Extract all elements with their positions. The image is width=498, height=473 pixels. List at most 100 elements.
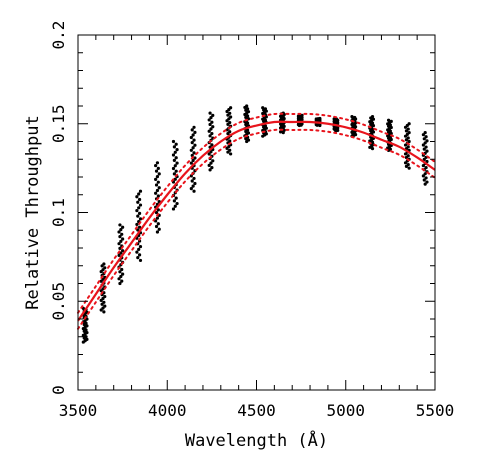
data-point (155, 161, 160, 165)
data-point (209, 127, 213, 131)
data-point (120, 279, 124, 283)
data-point (386, 118, 391, 122)
data-point (103, 304, 107, 308)
data-point (120, 232, 124, 236)
data-point (155, 175, 160, 179)
data-point (389, 119, 393, 124)
data-point (208, 134, 212, 138)
data-point (117, 253, 121, 257)
point-column-3840 (135, 189, 143, 263)
data-point (189, 135, 193, 140)
data-point (103, 294, 107, 299)
scatter-points (81, 104, 429, 344)
x-tick-labels: 3500 4000 4500 5000 5500 (59, 401, 455, 420)
point-column-3640 (99, 262, 107, 314)
data-point (425, 149, 429, 153)
data-point (370, 127, 375, 132)
y-tick-labels: 0 0.05 0.1 0.15 0.2 (49, 21, 68, 395)
point-column-4345 (225, 106, 233, 156)
data-point (138, 203, 143, 207)
data-point (424, 145, 428, 149)
data-point (174, 142, 178, 146)
data-point (388, 129, 392, 133)
data-point (118, 270, 122, 274)
data-point (84, 328, 88, 332)
data-point (353, 115, 357, 120)
point-column-5245 (386, 118, 393, 152)
data-point (103, 266, 107, 270)
data-point (210, 166, 214, 170)
data-point (154, 177, 158, 182)
data-point (389, 125, 393, 130)
data-point (191, 184, 195, 188)
data-point (135, 250, 139, 254)
data-point (388, 147, 392, 151)
data-point (211, 113, 215, 117)
x-axis-label: Wavelength (Å) (185, 429, 328, 451)
data-point (190, 179, 194, 183)
data-point (209, 116, 213, 120)
x-tick-label: 5500 (416, 401, 455, 420)
data-point (119, 239, 123, 243)
data-point (121, 249, 125, 253)
data-point (121, 272, 125, 276)
upper-band-line (77, 112, 436, 314)
data-point (174, 156, 178, 160)
data-point (175, 201, 179, 206)
y-tick-label: 0.1 (49, 198, 68, 227)
point-column-5345 (403, 122, 411, 170)
point-column-4545 (261, 106, 268, 138)
data-point (228, 139, 232, 143)
data-point (389, 137, 393, 142)
fit-curve (77, 120, 436, 322)
data-point (135, 195, 139, 199)
data-point (209, 161, 213, 165)
data-point (118, 235, 122, 239)
data-point (102, 300, 106, 304)
data-point (422, 147, 426, 151)
data-point (318, 116, 322, 121)
data-point (407, 166, 411, 170)
data-point (156, 208, 160, 212)
data-point (190, 141, 194, 145)
data-point (192, 125, 196, 129)
data-point (210, 143, 214, 147)
data-point (190, 128, 194, 132)
data-point (138, 258, 143, 263)
data-point (371, 130, 376, 134)
data-point (245, 107, 250, 111)
data-point (245, 104, 249, 108)
lower-band-line (77, 128, 436, 330)
data-point (154, 169, 159, 173)
data-point (171, 166, 176, 171)
data-point (371, 117, 376, 121)
data-point (191, 146, 195, 150)
x-tick-label: 4500 (237, 401, 276, 420)
data-point (246, 138, 251, 142)
data-point (175, 161, 179, 165)
data-point (189, 187, 193, 191)
point-column-4145 (189, 125, 197, 193)
data-point (421, 163, 425, 168)
point-column-4745 (296, 113, 304, 128)
data-point (192, 138, 196, 142)
data-point (371, 124, 376, 128)
data-point (155, 188, 160, 193)
data-point (121, 225, 125, 229)
data-point (208, 111, 212, 115)
data-point (191, 133, 195, 137)
data-point (425, 139, 429, 143)
data-point (136, 214, 140, 218)
data-point (210, 131, 214, 136)
point-column-5445 (421, 131, 429, 186)
data-point (389, 131, 393, 136)
data-point (118, 223, 122, 227)
data-point (85, 324, 89, 328)
data-point (263, 107, 268, 111)
data-point (406, 154, 410, 158)
data-point (172, 172, 176, 176)
data-point (261, 106, 265, 110)
point-column-4645 (278, 111, 286, 135)
data-point (137, 197, 142, 202)
